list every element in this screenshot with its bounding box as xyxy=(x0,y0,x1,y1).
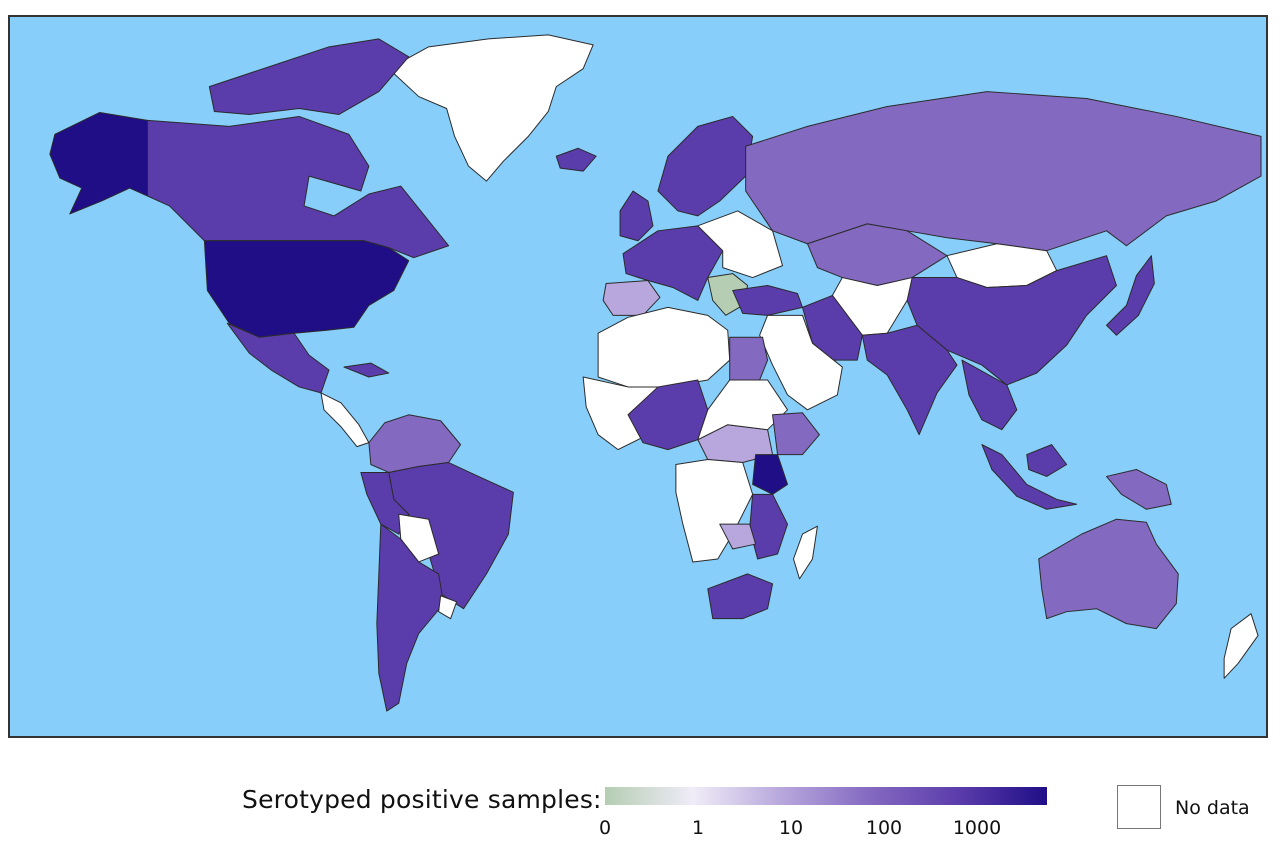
no-data-swatch xyxy=(1117,785,1161,829)
region-western-europe[interactable] xyxy=(622,225,724,301)
region-alaska[interactable] xyxy=(49,111,149,215)
region-uruguay[interactable] xyxy=(438,595,458,620)
legend-segment-10-100 xyxy=(781,787,871,805)
region-australia[interactable] xyxy=(1038,518,1179,630)
region-ethiopia[interactable] xyxy=(772,412,820,456)
region-colombia-venezuela[interactable] xyxy=(368,414,462,473)
legend-tick-1: 1 xyxy=(691,817,705,839)
region-southeast-asia[interactable] xyxy=(961,359,1018,431)
region-central-america[interactable] xyxy=(320,392,370,448)
region-arctic-islands[interactable] xyxy=(208,38,410,115)
region-kenya[interactable] xyxy=(752,454,789,495)
region-cuba[interactable] xyxy=(343,362,390,378)
region-madagascar[interactable] xyxy=(793,525,818,580)
legend-segment-1-10 xyxy=(693,787,782,805)
region-india[interactable] xyxy=(861,324,958,436)
region-chile-argentina[interactable] xyxy=(376,523,445,712)
legend-color-scale xyxy=(605,787,1048,805)
region-zambia[interactable] xyxy=(719,523,757,550)
region-mexico[interactable] xyxy=(226,322,330,394)
region-iceland[interactable] xyxy=(555,147,597,172)
legend-segment-0-1 xyxy=(605,787,694,805)
region-arabia[interactable] xyxy=(759,314,843,411)
world-map xyxy=(8,15,1268,738)
legend-tick-100: 100 xyxy=(865,817,903,839)
region-egypt[interactable] xyxy=(729,336,769,381)
legend-tick-1000: 1000 xyxy=(952,817,1002,839)
region-usa[interactable] xyxy=(203,240,410,338)
map-svg xyxy=(10,17,1266,736)
region-papua[interactable] xyxy=(1106,468,1172,510)
region-greenland[interactable] xyxy=(388,34,594,182)
region-indonesia[interactable] xyxy=(981,444,1078,510)
legend-title: Serotyped positive samples: xyxy=(242,785,602,814)
no-data-label: No data xyxy=(1175,797,1250,819)
legend-tick-0: 0 xyxy=(598,817,612,839)
legend-tick-10: 10 xyxy=(778,817,804,839)
legend-segment-100-1000 xyxy=(870,787,959,805)
region-uk[interactable] xyxy=(619,190,654,242)
region-southern-africa[interactable] xyxy=(707,573,774,620)
legend-segment-1000-max xyxy=(958,787,1048,805)
region-new-zealand[interactable] xyxy=(1223,613,1259,679)
region-japan[interactable] xyxy=(1106,255,1155,336)
region-eastern-europe[interactable] xyxy=(697,210,784,279)
region-bolivia[interactable] xyxy=(398,513,440,563)
